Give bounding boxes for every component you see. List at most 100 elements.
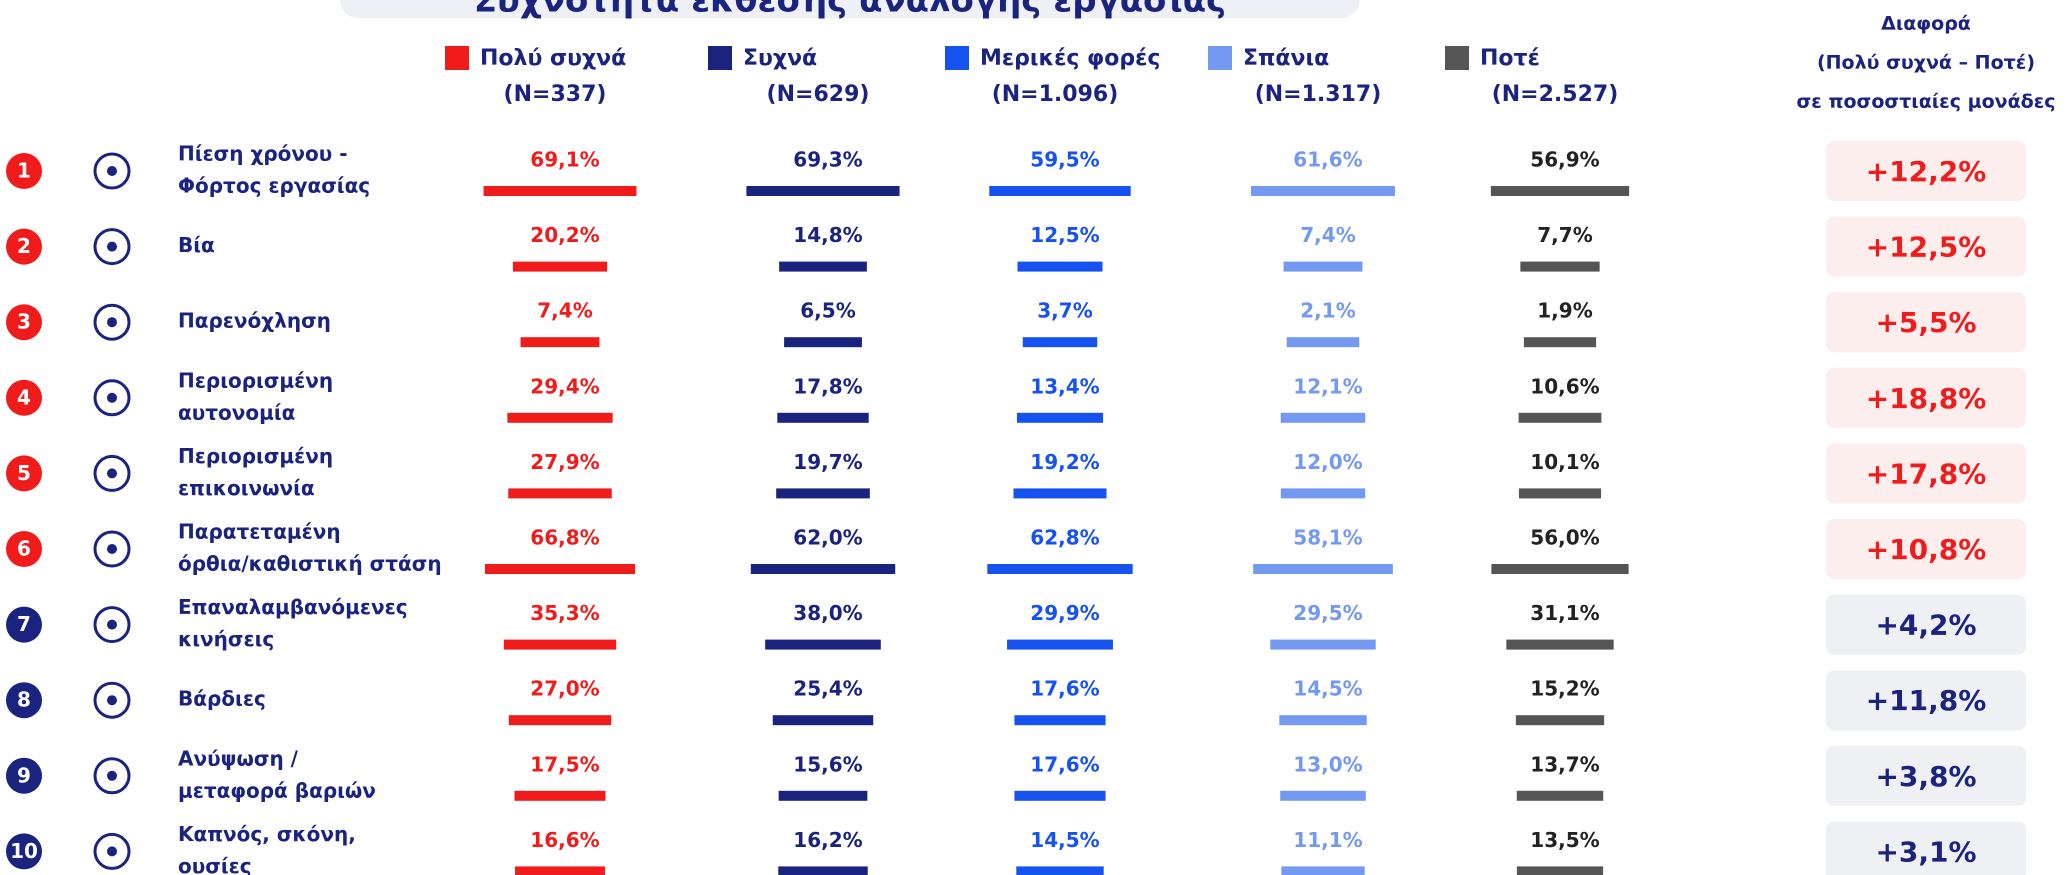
rank: 7 — [17, 612, 31, 636]
diff-label: +4,2% — [1875, 609, 1976, 642]
bar — [750, 564, 896, 574]
rank-badge — [6, 531, 42, 567]
rank-badge — [6, 455, 42, 492]
bar — [765, 639, 881, 650]
value-label: 15,2% — [1530, 677, 1599, 701]
bar — [746, 186, 900, 196]
icon — [93, 606, 131, 644]
icon-dot — [107, 695, 117, 706]
icon — [93, 530, 131, 568]
bar — [1013, 488, 1107, 499]
value-label: 58,1% — [1293, 526, 1362, 550]
value-label: 25,4% — [793, 677, 862, 701]
bar — [1280, 790, 1366, 801]
value-label: 14,5% — [1030, 828, 1099, 852]
diff-label: +18,8% — [1866, 382, 1987, 415]
bar — [1286, 337, 1360, 348]
rank-badge — [6, 304, 42, 341]
bar — [1520, 261, 1600, 272]
row-label: Επαναλαμβανόμενες — [178, 595, 408, 619]
rank: 1 — [17, 159, 31, 183]
bar — [1270, 639, 1376, 650]
diff-header: Διαφορά — [1881, 13, 1971, 35]
diff-box — [1826, 594, 2026, 655]
legend-name: Σπάνια — [1243, 46, 1329, 71]
bar — [1515, 715, 1605, 726]
legend-name: Πολύ συχνά — [480, 46, 626, 71]
icon — [93, 454, 131, 492]
bar — [778, 790, 868, 801]
bar — [1251, 186, 1395, 196]
value-label: 10,6% — [1530, 374, 1599, 398]
value-label: 66,8% — [530, 526, 599, 550]
value-label: 61,6% — [1293, 148, 1362, 172]
value-label: 12,5% — [1030, 223, 1099, 247]
bar — [514, 790, 606, 801]
value-label: 19,2% — [1030, 450, 1099, 474]
legend-swatch — [708, 46, 732, 70]
icon-dot — [107, 166, 117, 176]
value-label: 1,9% — [1537, 299, 1592, 323]
rank: 3 — [17, 310, 31, 334]
bar — [779, 261, 867, 272]
row-label: όρθια/καθιστική στάση — [178, 552, 442, 576]
value-label: 62,8% — [1030, 526, 1099, 550]
bar — [1253, 564, 1393, 574]
rank: 2 — [17, 234, 31, 258]
title-box — [340, 0, 1360, 18]
bar — [515, 866, 605, 875]
rank-badge — [6, 682, 42, 719]
bar — [1490, 186, 1630, 196]
diff-label: +3,1% — [1875, 835, 1976, 868]
row-label: Καπνός, σκόνη, — [178, 822, 356, 846]
value-label: 56,9% — [1530, 148, 1599, 172]
bar — [1016, 866, 1104, 875]
value-label: 15,6% — [793, 752, 862, 776]
bar — [987, 564, 1133, 574]
row-label: Περιορισμένη — [178, 444, 333, 468]
value-label: 7,4% — [537, 299, 592, 323]
rank: 8 — [17, 688, 31, 712]
icon-dot — [107, 770, 117, 781]
value-label: 17,5% — [530, 752, 599, 776]
row-label: Ανύψωση / — [178, 746, 299, 770]
diff-label: +5,5% — [1875, 306, 1976, 339]
icon — [93, 379, 131, 417]
value-label: 16,2% — [793, 828, 862, 852]
value-label: 17,6% — [1030, 752, 1099, 776]
icon — [93, 228, 131, 266]
bar — [784, 337, 862, 348]
bar — [1506, 639, 1614, 650]
legend-swatch — [1208, 46, 1232, 70]
value-label: 17,8% — [793, 374, 862, 398]
bar — [778, 866, 868, 875]
bar — [507, 412, 613, 423]
icon — [93, 757, 131, 795]
bar — [776, 488, 870, 499]
value-label: 13,7% — [1530, 752, 1599, 776]
rank-badge — [6, 228, 42, 265]
bar — [520, 337, 600, 348]
bar — [1516, 866, 1604, 875]
rank-badge — [6, 379, 42, 416]
diff-label: +17,8% — [1866, 457, 1987, 490]
rank: 9 — [17, 763, 31, 787]
bar — [1022, 337, 1098, 348]
rank-badge — [6, 757, 42, 794]
icon — [93, 681, 131, 719]
value-label: 14,8% — [793, 223, 862, 247]
value-label: 12,0% — [1293, 450, 1362, 474]
legend-n: (N=629) — [767, 82, 870, 107]
icon — [93, 832, 131, 870]
diff-box — [1826, 443, 2026, 504]
bar — [508, 715, 612, 726]
icon — [93, 152, 131, 190]
rank: 4 — [17, 385, 31, 409]
value-label: 59,5% — [1030, 148, 1099, 172]
legend-n: (N=2.527) — [1492, 82, 1619, 107]
value-label: 56,0% — [1530, 526, 1599, 550]
value-label: 11,1% — [1293, 828, 1362, 852]
value-label: 13,5% — [1530, 828, 1599, 852]
legend-swatch — [445, 46, 469, 70]
